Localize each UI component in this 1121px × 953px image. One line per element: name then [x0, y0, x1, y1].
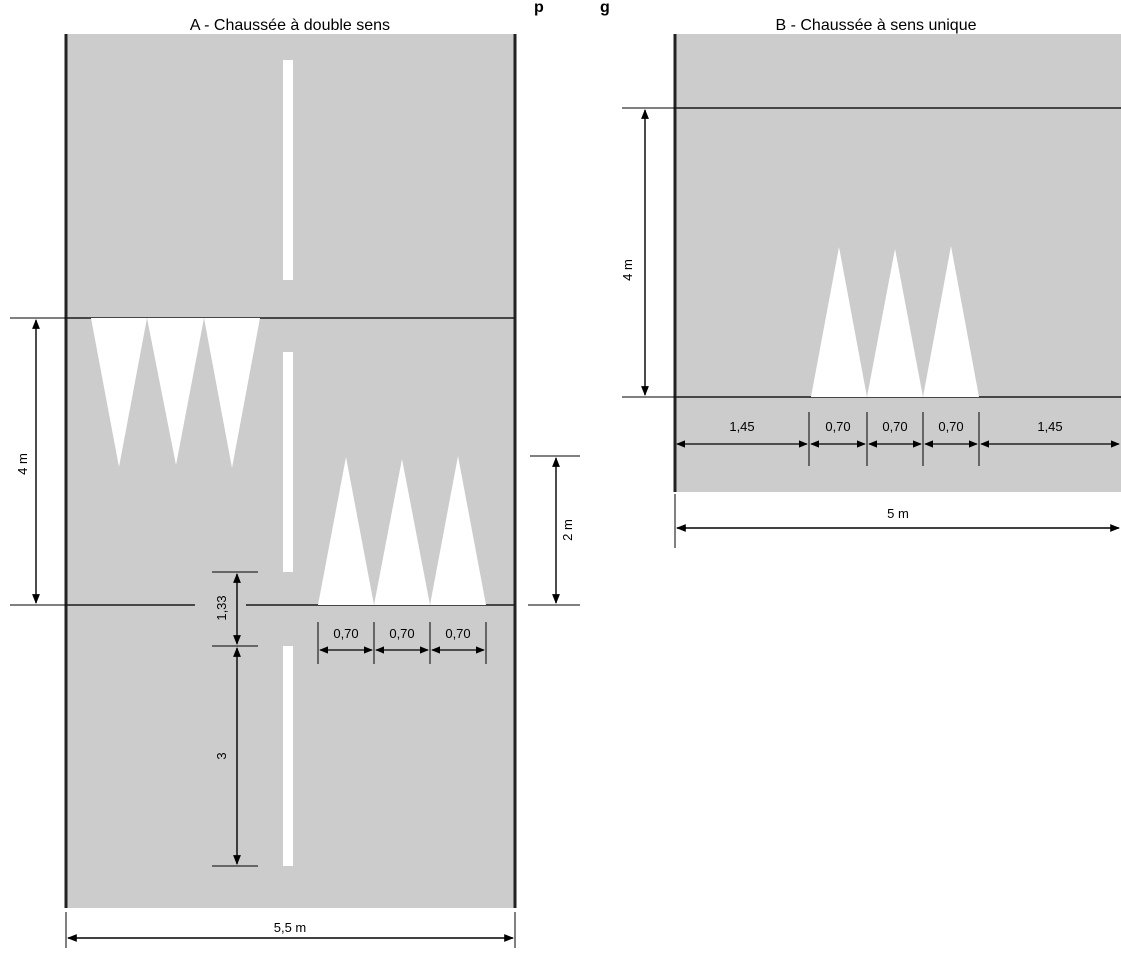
dim-2m-label: 2 m: [560, 519, 575, 541]
center-dash-middle: [283, 352, 293, 572]
shark-tooth-down-3: [204, 318, 260, 468]
shark-tooth-up-2: [374, 459, 430, 605]
b-dim-w-label-3: 0,70: [882, 419, 907, 434]
panel-b-tooth-3: [923, 246, 979, 397]
b-dim-w-label-1: 1,45: [729, 419, 754, 434]
b-dim-w-label-4: 0,70: [938, 419, 963, 434]
dim-dash-label: 3: [214, 752, 229, 759]
dim-4m-label: 4 m: [15, 453, 30, 475]
b-dim-w-label-5: 1,45: [1037, 419, 1062, 434]
shark-tooth-up-1: [318, 457, 374, 605]
panel-b-tooth-1: [811, 247, 867, 397]
dim-gap-label: 1,33: [214, 595, 229, 620]
center-dash-bottom: [283, 646, 293, 866]
panel-b-road: [675, 34, 1121, 492]
panel-b: B - Chaussée à sens unique 4 m 1,45 0,70…: [620, 17, 1121, 548]
b-dim-4m-label: 4 m: [620, 259, 635, 281]
center-dash-top: [283, 60, 293, 280]
dim-w-label-3: 0,70: [445, 626, 470, 641]
title-fragment-right: g: [600, 0, 610, 16]
b-dim-total-label: 5 m: [887, 506, 909, 521]
panel-a: A - Chaussée à double sens 4 m 2 m: [10, 17, 580, 948]
title-fragment-left: p: [534, 0, 544, 16]
shark-tooth-down-1: [91, 318, 147, 467]
shark-tooth-up-3: [430, 456, 486, 605]
shark-tooth-down-2: [147, 318, 204, 465]
panel-b-title: B - Chaussée à sens unique: [775, 17, 976, 34]
dim-w-label-2: 0,70: [389, 626, 414, 641]
panel-a-title: A - Chaussée à double sens: [190, 17, 390, 34]
dim-w-label-1: 0,70: [333, 626, 358, 641]
panel-b-tooth-2: [867, 249, 923, 397]
b-dim-w-label-2: 0,70: [825, 419, 850, 434]
dim-total-label: 5,5 m: [274, 920, 307, 935]
